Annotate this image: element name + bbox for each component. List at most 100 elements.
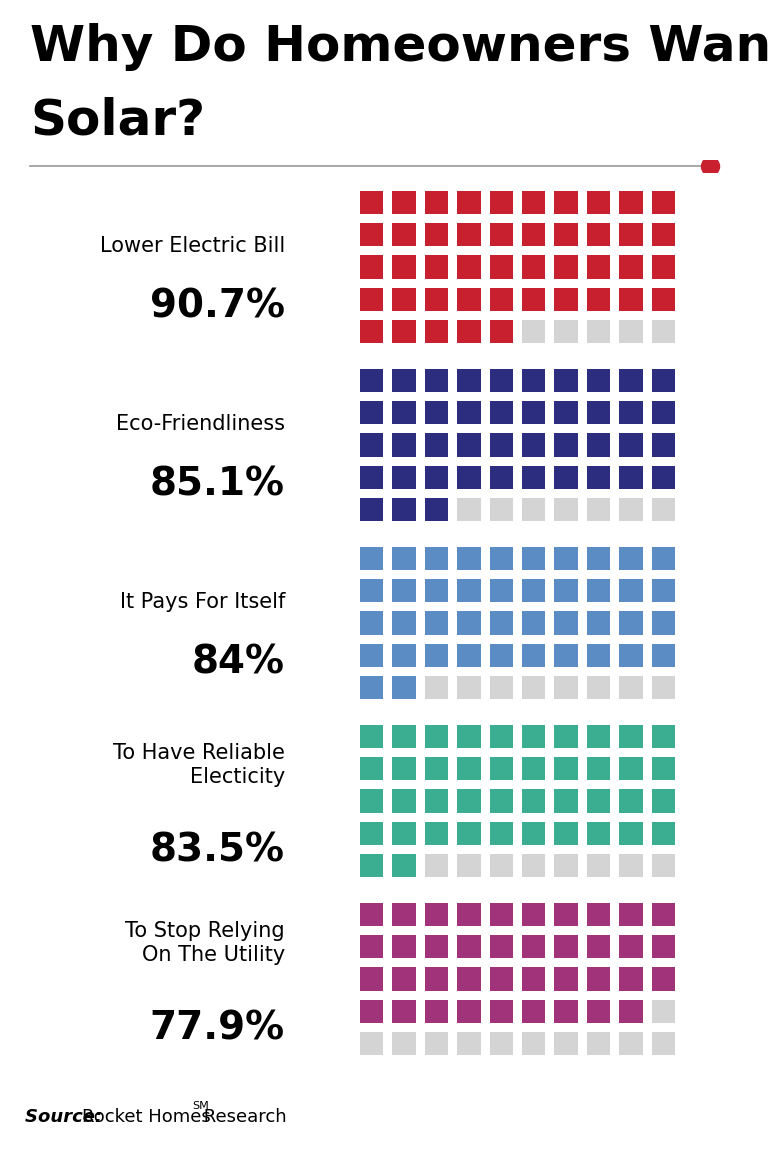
Bar — [490, 935, 513, 958]
Bar — [522, 724, 545, 748]
Bar — [522, 320, 545, 343]
Bar — [651, 223, 675, 246]
Bar — [587, 903, 610, 926]
Bar — [554, 223, 578, 246]
Bar — [392, 789, 415, 812]
Bar — [651, 498, 675, 522]
Bar — [425, 580, 449, 603]
Text: Solar?: Solar? — [30, 96, 205, 144]
Bar — [619, 498, 643, 522]
Bar — [490, 320, 513, 343]
Bar — [392, 401, 415, 424]
Bar — [457, 822, 481, 845]
Bar — [392, 676, 415, 700]
Bar — [587, 287, 610, 311]
Bar — [392, 369, 415, 392]
Bar — [651, 580, 675, 603]
Bar — [587, 757, 610, 780]
Bar — [490, 401, 513, 424]
Bar — [392, 611, 415, 635]
Bar — [522, 1033, 545, 1056]
Bar — [587, 320, 610, 343]
Bar — [619, 401, 643, 424]
Bar — [522, 433, 545, 457]
Bar — [554, 822, 578, 845]
Bar — [490, 643, 513, 668]
Bar — [457, 789, 481, 812]
Bar — [457, 903, 481, 926]
Bar — [360, 223, 383, 246]
Bar — [360, 287, 383, 311]
Bar — [522, 466, 545, 489]
Bar — [619, 223, 643, 246]
Bar — [619, 935, 643, 958]
Bar — [587, 935, 610, 958]
Bar — [392, 1000, 415, 1023]
Bar — [490, 968, 513, 991]
Bar — [392, 580, 415, 603]
Bar — [554, 643, 578, 668]
Bar — [457, 968, 481, 991]
Bar — [392, 854, 415, 877]
Bar — [360, 498, 383, 522]
Bar — [554, 903, 578, 926]
Bar — [554, 547, 578, 570]
Bar — [457, 369, 481, 392]
Bar — [651, 789, 675, 812]
Bar — [490, 1000, 513, 1023]
Bar — [651, 369, 675, 392]
Bar — [554, 498, 578, 522]
Bar — [587, 1033, 610, 1056]
Bar — [587, 789, 610, 812]
Bar — [425, 547, 449, 570]
Bar — [554, 789, 578, 812]
Bar — [457, 935, 481, 958]
Bar — [360, 854, 383, 877]
Bar — [619, 757, 643, 780]
Bar — [554, 1033, 578, 1056]
Bar — [587, 676, 610, 700]
Bar — [490, 547, 513, 570]
Text: 77.9%: 77.9% — [150, 1009, 285, 1048]
Text: 84%: 84% — [192, 643, 285, 681]
Bar — [360, 1000, 383, 1023]
Bar — [425, 498, 449, 522]
Bar — [392, 903, 415, 926]
Bar — [522, 822, 545, 845]
Bar — [392, 255, 415, 278]
Bar — [457, 724, 481, 748]
Bar — [392, 223, 415, 246]
Text: Eco-Friendliness: Eco-Friendliness — [116, 414, 285, 433]
Bar — [554, 580, 578, 603]
Bar — [619, 724, 643, 748]
Bar — [457, 547, 481, 570]
Bar — [490, 1033, 513, 1056]
Bar — [522, 757, 545, 780]
Bar — [554, 190, 578, 214]
Bar — [619, 466, 643, 489]
Text: 90.7%: 90.7% — [150, 287, 285, 326]
Bar — [587, 822, 610, 845]
Bar — [651, 320, 675, 343]
Bar — [587, 401, 610, 424]
Bar — [587, 223, 610, 246]
Bar — [619, 611, 643, 635]
Text: Research: Research — [198, 1108, 287, 1127]
Bar — [425, 1000, 449, 1023]
Bar — [425, 1033, 449, 1056]
Bar — [651, 968, 675, 991]
Bar — [522, 854, 545, 877]
Bar — [360, 1033, 383, 1056]
Bar — [619, 547, 643, 570]
Bar — [651, 757, 675, 780]
Bar — [554, 1000, 578, 1023]
Bar — [522, 968, 545, 991]
Bar — [425, 223, 449, 246]
Bar — [360, 822, 383, 845]
Bar — [587, 724, 610, 748]
Bar — [392, 757, 415, 780]
Text: Why Do Homeowners Want: Why Do Homeowners Want — [30, 23, 768, 71]
Text: Source:: Source: — [25, 1108, 108, 1127]
Bar — [587, 968, 610, 991]
Bar — [619, 789, 643, 812]
